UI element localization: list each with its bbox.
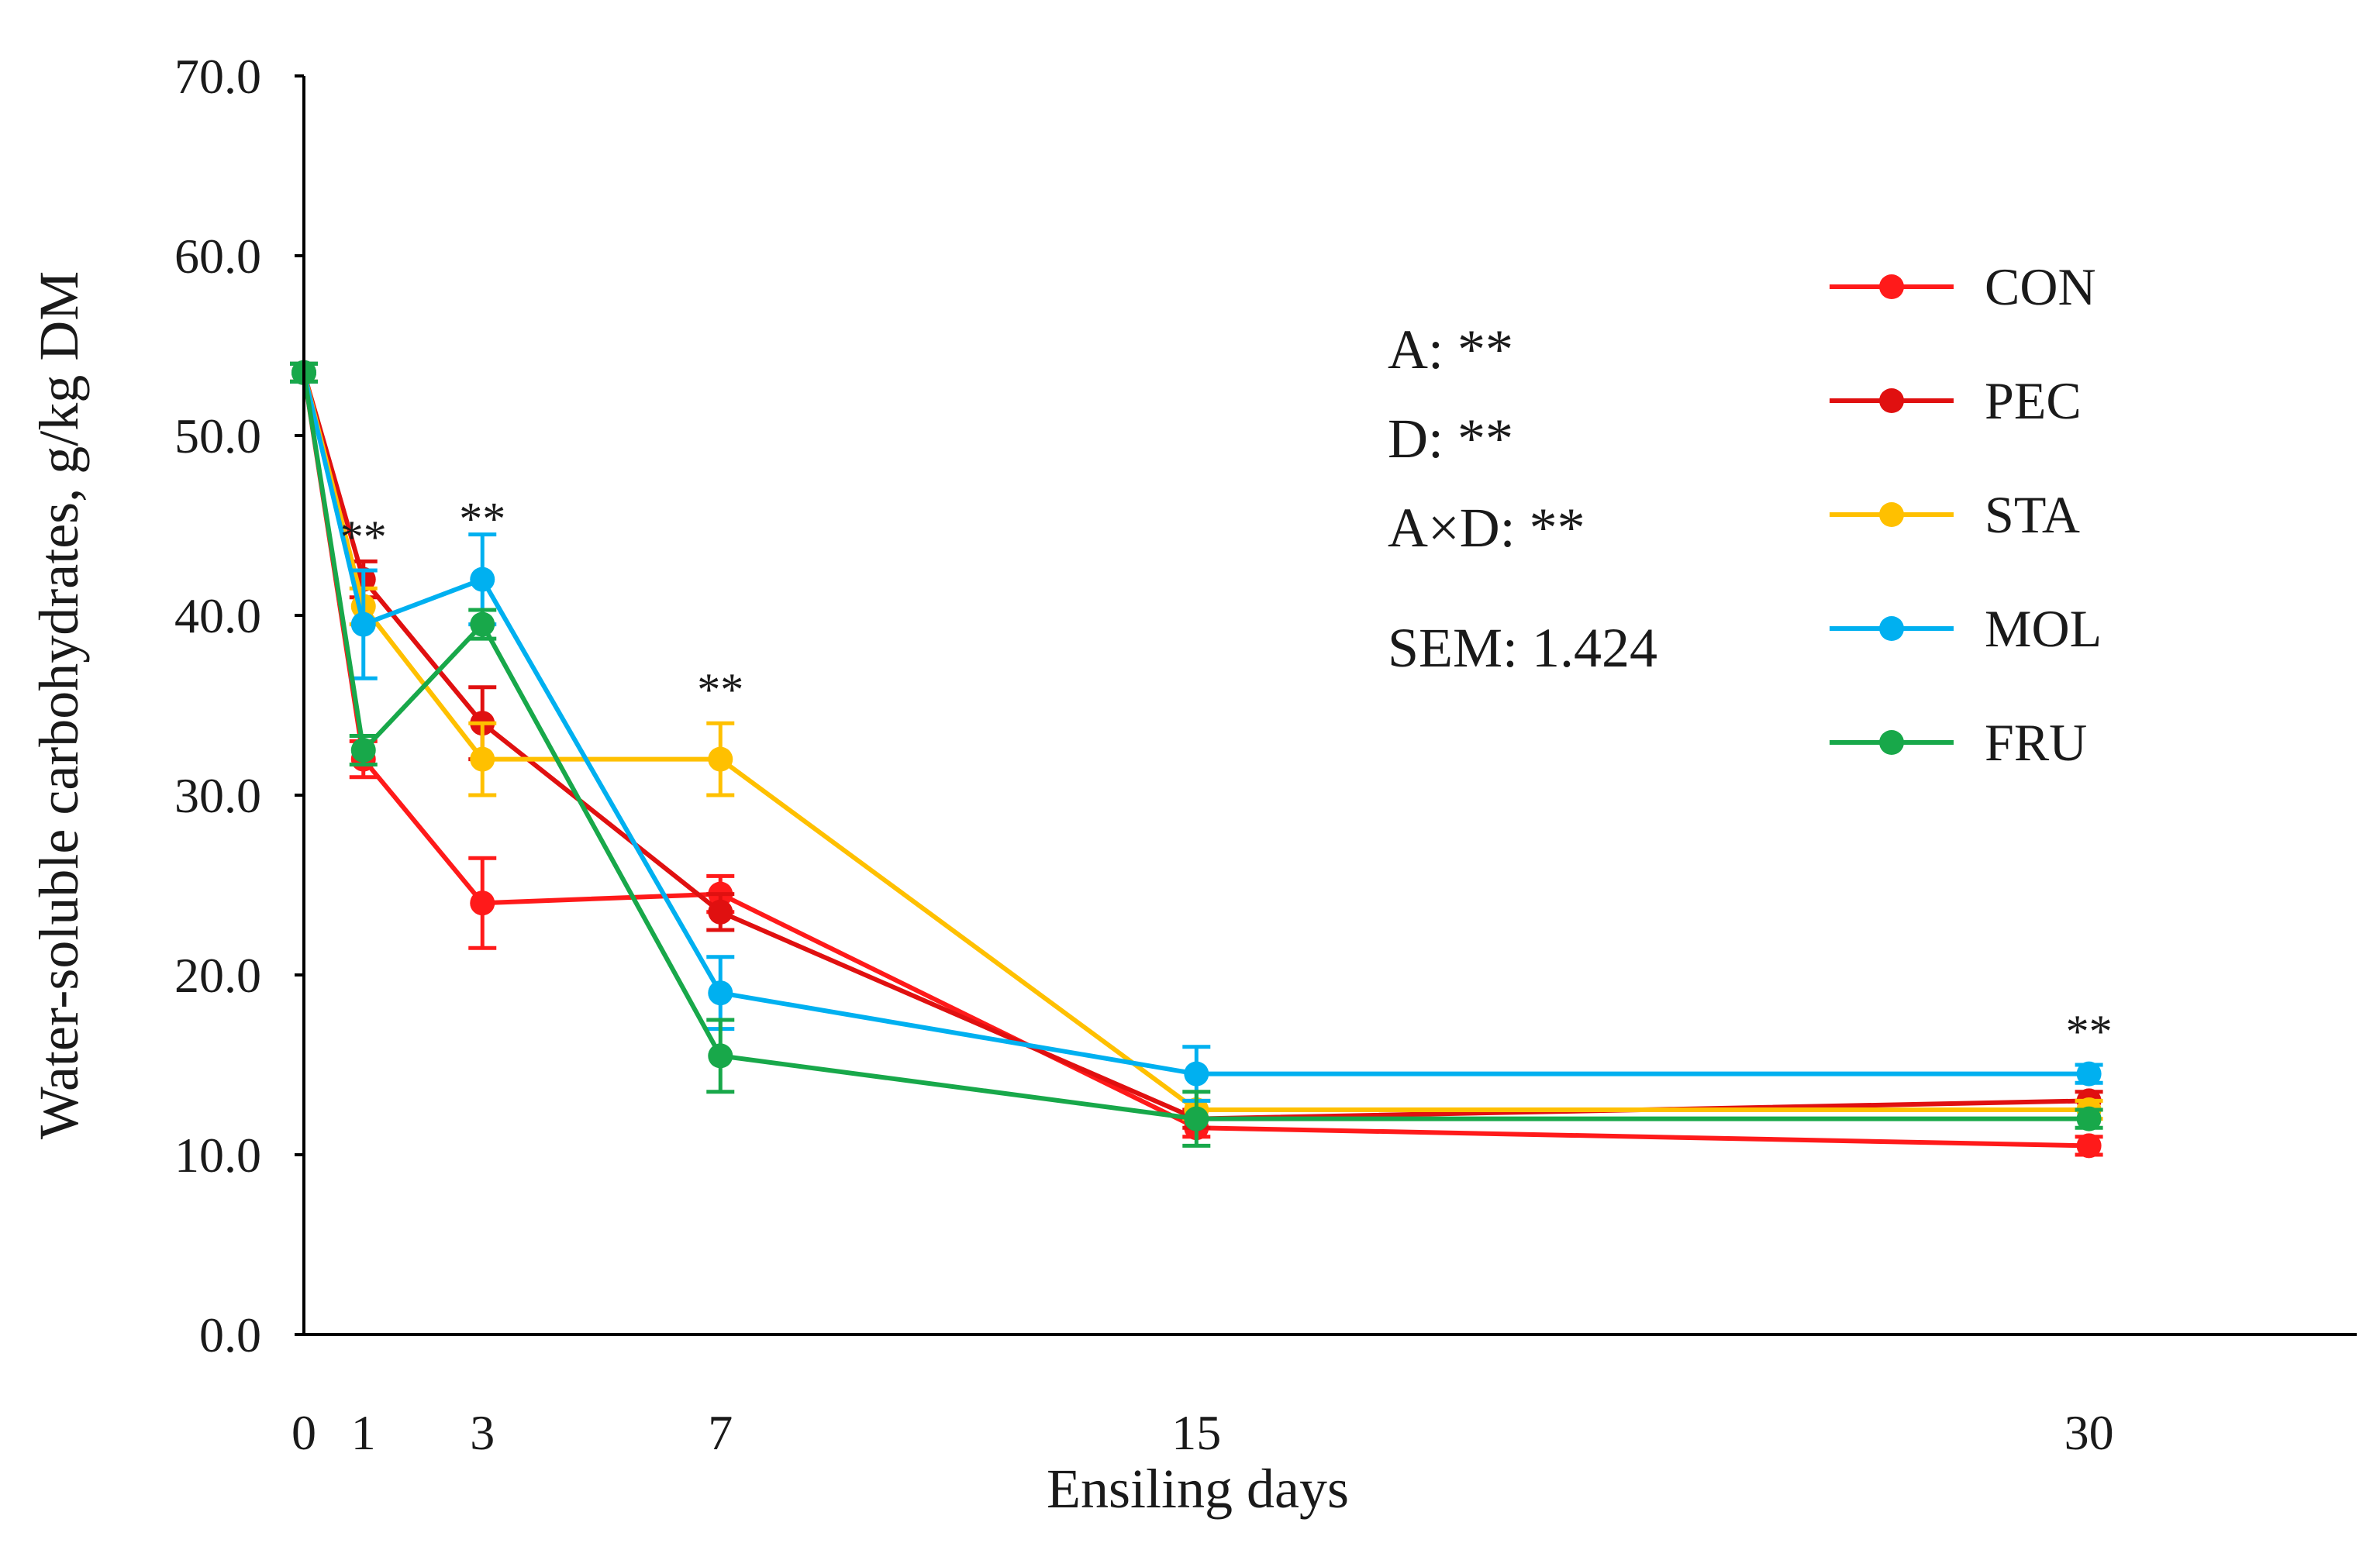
- legend-label: PEC: [1985, 371, 2082, 430]
- legend-marker: [1879, 502, 1904, 527]
- legend-marker: [1879, 616, 1904, 641]
- data-point-con: [470, 890, 495, 916]
- stats-block: A: ** D: ** A×D: ** SEM: 1.424: [1388, 319, 1657, 679]
- data-point-con: [2076, 1133, 2102, 1159]
- significance-marker: **: [459, 494, 505, 545]
- significance-marker: **: [697, 664, 743, 715]
- series-line-pec: [302, 371, 2089, 1121]
- legend-label: MOL: [1985, 599, 2102, 658]
- legend-label: CON: [1985, 257, 2096, 316]
- legend-item-sta: STA: [1830, 485, 2080, 544]
- significance-marker: **: [340, 512, 387, 563]
- y-axis-label: Water-soluble carbohydrates, g/kg DM: [28, 271, 90, 1139]
- data-point-fru: [1184, 1106, 1209, 1132]
- data-point-fru: [350, 738, 376, 763]
- stats-line-axd: A×D: **: [1388, 497, 1585, 559]
- axes: 0.0 10.0 20.0 30.0 40.0 50.0 60.0 70.0 0 1 3 7 15 30: [174, 49, 2357, 1460]
- legend-item-con: CON: [1830, 257, 2096, 316]
- data-point-sta: [708, 746, 733, 772]
- x-tick-label: 15: [1171, 1405, 1221, 1460]
- legend-marker: [1879, 274, 1904, 299]
- x-tick-label: 30: [2064, 1405, 2114, 1460]
- data-point-mol: [350, 611, 376, 637]
- data-point-mol: [2076, 1061, 2102, 1087]
- legend: CON PEC STA MOL FRU: [1830, 257, 2102, 772]
- series-line-sta: [302, 372, 2089, 1112]
- data-point-sta: [470, 746, 495, 772]
- x-tick-label: 0: [291, 1405, 316, 1460]
- legend-item-mol: MOL: [1830, 599, 2102, 658]
- x-tick-label: 3: [470, 1405, 495, 1460]
- x-tick-label: 1: [351, 1405, 376, 1460]
- legend-label: FRU: [1985, 713, 2087, 772]
- legend-marker: [1879, 388, 1904, 413]
- x-tick-label: 7: [708, 1405, 733, 1460]
- significance-marker: **: [2066, 1006, 2113, 1057]
- y-tick-label: 20.0: [174, 948, 261, 1003]
- series-line-mol: [302, 372, 2089, 1076]
- data-point-mol: [470, 567, 495, 592]
- y-tick-label: 60.0: [174, 229, 261, 284]
- y-tick-label: 40.0: [174, 588, 261, 643]
- y-tick-label: 70.0: [174, 49, 261, 104]
- legend-item-fru: FRU: [1830, 713, 2087, 772]
- data-point-pec: [708, 899, 733, 925]
- y-tick-label: 50.0: [174, 408, 261, 463]
- stats-line-sem: SEM: 1.424: [1388, 617, 1657, 679]
- data-point-mol: [1184, 1061, 1209, 1087]
- data-point-fru: [470, 611, 495, 637]
- legend-label: STA: [1985, 485, 2080, 544]
- stats-line-a: A: **: [1388, 319, 1513, 381]
- legend-item-pec: PEC: [1830, 371, 2082, 430]
- data-point-mol: [708, 980, 733, 1006]
- data-point-fru: [708, 1043, 733, 1069]
- legend-marker: [1879, 730, 1904, 755]
- x-axis-label: Ensiling days: [1047, 1458, 1349, 1520]
- plot-area: ** ** ** **: [290, 360, 2113, 1159]
- y-tick-label: 30.0: [174, 768, 261, 823]
- y-tick-label: 0.0: [199, 1307, 261, 1362]
- y-tick-label: 10.0: [174, 1128, 261, 1183]
- series-line-fru: [302, 372, 2089, 1121]
- data-point-fru: [2076, 1106, 2102, 1132]
- stats-line-d: D: **: [1388, 408, 1513, 470]
